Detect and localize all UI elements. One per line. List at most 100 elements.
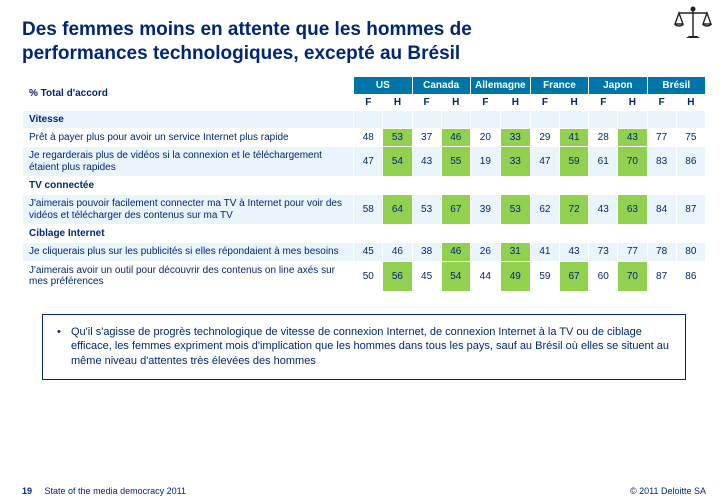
empty-cell	[531, 111, 559, 128]
value-cell: 75	[677, 129, 705, 147]
empty-cell	[383, 177, 411, 194]
value-cell: 59	[531, 262, 559, 291]
scales-icon	[672, 6, 714, 51]
empty-cell	[589, 177, 617, 194]
value-cell: 70	[618, 262, 646, 291]
value-cell: 33	[501, 147, 530, 176]
gender-header: F	[413, 95, 441, 110]
empty-cell	[354, 111, 382, 128]
value-cell: 48	[354, 129, 382, 147]
value-cell: 64	[383, 195, 411, 224]
value-cell: 50	[354, 262, 382, 291]
value-cell: 53	[413, 195, 441, 224]
empty-cell	[560, 111, 588, 128]
table-corner: % Total d'accord	[23, 77, 353, 110]
value-cell: 46	[442, 243, 470, 261]
empty-cell	[648, 225, 676, 242]
value-cell: 84	[648, 195, 676, 224]
value-cell: 28	[589, 129, 617, 147]
value-cell: 43	[589, 195, 617, 224]
empty-cell	[501, 225, 530, 242]
empty-cell	[648, 111, 676, 128]
gender-header: H	[677, 95, 705, 110]
page-number: 19	[22, 486, 32, 496]
value-cell: 77	[648, 129, 676, 147]
value-cell: 54	[442, 262, 470, 291]
gender-header: H	[383, 95, 411, 110]
section-row: TV connectée	[23, 177, 353, 194]
country-header: Brésil	[648, 77, 706, 94]
empty-cell	[413, 111, 441, 128]
value-cell: 67	[560, 262, 588, 291]
country-header: US	[354, 77, 411, 94]
value-cell: 83	[648, 147, 676, 176]
gender-header: F	[648, 95, 676, 110]
value-cell: 63	[618, 195, 646, 224]
row-label: J'aimerais pouvoir facilement connecter …	[23, 195, 353, 224]
value-cell: 41	[560, 129, 588, 147]
value-cell: 20	[471, 129, 500, 147]
value-cell: 61	[589, 147, 617, 176]
gender-header: H	[560, 95, 588, 110]
value-cell: 59	[560, 147, 588, 176]
empty-cell	[354, 177, 382, 194]
empty-cell	[413, 225, 441, 242]
data-table: % Total d'accordUSCanadaAllemagneFranceJ…	[22, 76, 706, 292]
value-cell: 54	[383, 147, 411, 176]
row-label: J'aimerais avoir un outil pour découvrir…	[23, 262, 353, 291]
country-header: Japon	[589, 77, 646, 94]
value-cell: 53	[383, 129, 411, 147]
gender-header: H	[618, 95, 646, 110]
empty-cell	[442, 177, 470, 194]
value-cell: 47	[354, 147, 382, 176]
empty-cell	[677, 225, 705, 242]
gender-header: H	[501, 95, 530, 110]
empty-cell	[442, 111, 470, 128]
value-cell: 39	[471, 195, 500, 224]
value-cell: 86	[677, 262, 705, 291]
value-cell: 44	[471, 262, 500, 291]
value-cell: 33	[501, 129, 530, 147]
empty-cell	[471, 111, 500, 128]
row-label: Je cliquerais plus sur les publicités si…	[23, 243, 353, 261]
value-cell: 55	[442, 147, 470, 176]
empty-cell	[618, 111, 646, 128]
value-cell: 56	[383, 262, 411, 291]
value-cell: 45	[413, 262, 441, 291]
value-cell: 38	[413, 243, 441, 261]
empty-cell	[383, 225, 411, 242]
row-label: Je regarderais plus de vidéos si la conn…	[23, 147, 353, 176]
value-cell: 43	[618, 129, 646, 147]
value-cell: 70	[618, 147, 646, 176]
empty-cell	[531, 225, 559, 242]
country-header: Allemagne	[471, 77, 530, 94]
country-header: France	[531, 77, 588, 94]
empty-cell	[618, 225, 646, 242]
value-cell: 67	[442, 195, 470, 224]
insight-text: Qu'il s'agisse de progrès technologique …	[71, 326, 669, 368]
value-cell: 77	[618, 243, 646, 261]
value-cell: 72	[560, 195, 588, 224]
value-cell: 87	[648, 262, 676, 291]
empty-cell	[648, 177, 676, 194]
footer-source: State of the media democracy 2011	[45, 486, 186, 496]
gender-header: H	[442, 95, 470, 110]
value-cell: 26	[471, 243, 500, 261]
row-label: Prêt à payer plus pour avoir un service …	[23, 129, 353, 147]
empty-cell	[560, 225, 588, 242]
empty-cell	[677, 177, 705, 194]
value-cell: 45	[354, 243, 382, 261]
section-row: Ciblage Internet	[23, 225, 353, 242]
empty-cell	[618, 177, 646, 194]
value-cell: 78	[648, 243, 676, 261]
value-cell: 86	[677, 147, 705, 176]
empty-cell	[560, 177, 588, 194]
empty-cell	[589, 111, 617, 128]
gender-header: F	[589, 95, 617, 110]
value-cell: 46	[383, 243, 411, 261]
empty-cell	[413, 177, 441, 194]
value-cell: 73	[589, 243, 617, 261]
value-cell: 62	[531, 195, 559, 224]
footer-copyright: © 2011 Deloitte SA	[630, 486, 706, 496]
value-cell: 43	[413, 147, 441, 176]
